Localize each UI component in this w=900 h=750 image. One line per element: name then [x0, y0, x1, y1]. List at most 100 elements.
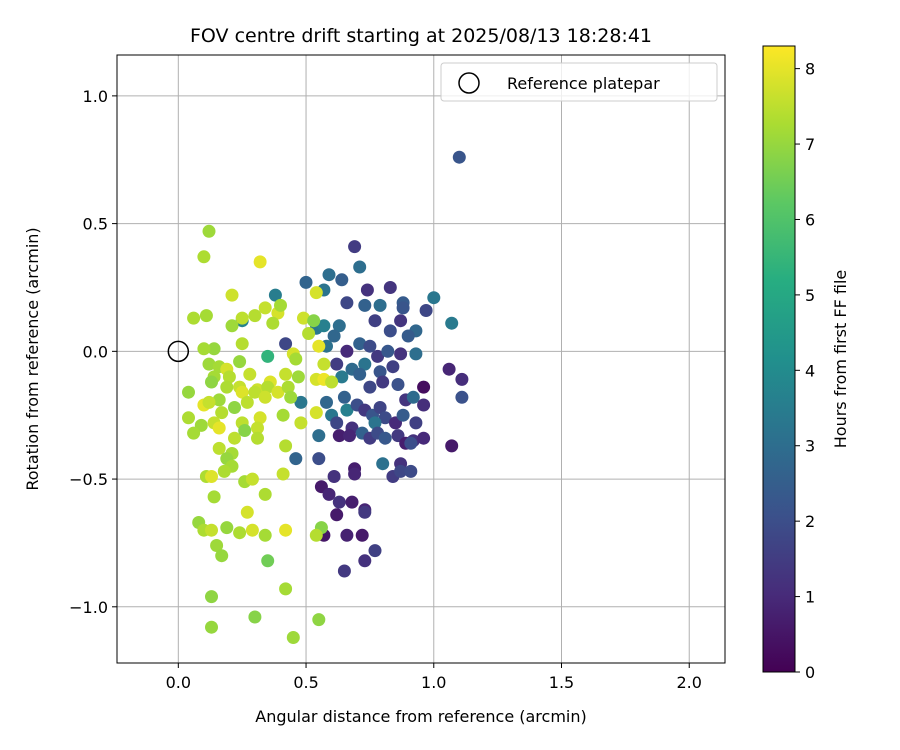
- scatter-point: [381, 344, 395, 358]
- scatter-point: [182, 385, 195, 399]
- scatter-point: [261, 380, 275, 394]
- scatter-point: [419, 304, 433, 317]
- y-tick-label: −0.5: [69, 470, 108, 489]
- scatter-point: [368, 314, 382, 328]
- scatter-point: [212, 441, 226, 455]
- scatter-point: [332, 495, 346, 509]
- scatter-point: [383, 324, 397, 338]
- scatter-point: [368, 416, 382, 430]
- scatter-point: [212, 393, 226, 407]
- scatter-point: [417, 398, 431, 412]
- scatter-point: [297, 311, 310, 325]
- scatter-point: [353, 260, 367, 274]
- scatter-point: [307, 314, 321, 328]
- scatter-point: [222, 370, 236, 384]
- scatter-point: [235, 337, 249, 351]
- scatter-point: [391, 378, 405, 391]
- scatter-point: [243, 367, 257, 381]
- scatter-point: [291, 370, 305, 384]
- scatter-point: [353, 337, 367, 351]
- legend-marker-icon: [458, 72, 480, 94]
- scatter-point: [279, 439, 293, 453]
- scatter-point: [312, 452, 326, 466]
- scatter-point: [202, 357, 216, 371]
- y-tick-label: 0.5: [83, 215, 108, 234]
- scatter-point: [220, 380, 234, 394]
- scatter-point: [286, 631, 300, 644]
- scatter-point: [279, 337, 293, 351]
- scatter-point: [225, 319, 239, 333]
- scatter-point: [409, 416, 423, 430]
- scatter-point: [327, 329, 341, 343]
- scatter-point: [302, 327, 316, 340]
- scatter-point: [258, 390, 272, 404]
- scatter-point: [276, 467, 290, 481]
- colorbar-gradient: [762, 45, 796, 673]
- scatter-point: [442, 362, 456, 376]
- y-axis-ticks: −1.0 −0.5 0.0 0.5 1.0: [69, 87, 117, 617]
- colorbar-tick-label: 5: [805, 286, 815, 305]
- colorbar-tick-label: 4: [805, 361, 815, 380]
- scatter-point: [225, 288, 239, 302]
- scatter-point: [322, 487, 336, 501]
- scatter-point: [330, 416, 344, 430]
- scatter-point: [401, 329, 415, 343]
- scatter-point: [452, 150, 466, 164]
- y-tick-label: −1.0: [69, 598, 108, 617]
- scatter-point: [207, 342, 221, 356]
- scatter-point: [261, 554, 275, 568]
- scatter-point: [330, 508, 344, 522]
- scatter-point: [233, 355, 247, 369]
- scatter-point: [253, 255, 267, 269]
- scatter-point: [299, 275, 313, 289]
- colorbar-tick-label: 1: [805, 588, 815, 607]
- scatter-point: [220, 521, 234, 535]
- scatter-point: [205, 590, 218, 604]
- scatter-point: [205, 523, 218, 537]
- x-tick-label: 1.5: [549, 673, 574, 692]
- scatter-point: [368, 544, 382, 558]
- scatter-point: [373, 298, 387, 312]
- scatter-point: [207, 490, 221, 504]
- scatter-point: [445, 316, 459, 330]
- scatter-point: [271, 385, 285, 399]
- scatter-point: [409, 347, 423, 361]
- scatter-point: [235, 385, 249, 399]
- scatter-point: [279, 582, 293, 596]
- scatter-point: [202, 224, 216, 238]
- scatter-point: [258, 487, 272, 501]
- scatter-point: [245, 523, 259, 537]
- scatter-point: [212, 421, 226, 435]
- scatter-point: [312, 613, 326, 627]
- scatter-point: [355, 528, 369, 542]
- scatter-point: [205, 470, 218, 483]
- colorbar-ticks: 0 1 2 3 4 5 6 7 8: [795, 60, 815, 682]
- scatter-point: [330, 357, 344, 371]
- scatter-point: [187, 311, 201, 325]
- scatter-point: [343, 429, 356, 443]
- scatter-point: [358, 554, 372, 568]
- colorbar-tick-label: 3: [805, 437, 815, 456]
- scatter-point: [348, 240, 362, 254]
- plot-area: [117, 55, 725, 663]
- legend: Reference platepar: [440, 62, 718, 102]
- scatter-point: [404, 464, 418, 478]
- scatter-point: [363, 339, 377, 353]
- y-tick-label: 1.0: [83, 87, 108, 106]
- y-axis-title: Rotation from reference (arcmin): [23, 227, 42, 490]
- scatter-point: [294, 395, 308, 409]
- plot-frame: [116, 54, 726, 664]
- scatter-point: [182, 411, 195, 425]
- scatter-point: [376, 457, 390, 471]
- x-tick-label: 0.5: [293, 673, 318, 692]
- scatter-point: [358, 505, 372, 519]
- scatter-point: [394, 314, 408, 328]
- scatter-point: [332, 319, 346, 333]
- scatter-point: [274, 298, 287, 312]
- x-tick-label: 0.0: [166, 673, 191, 692]
- scatter-point: [253, 411, 267, 425]
- scatter-point: [383, 281, 397, 294]
- legend-box: [440, 62, 718, 102]
- scatter-point: [404, 436, 418, 450]
